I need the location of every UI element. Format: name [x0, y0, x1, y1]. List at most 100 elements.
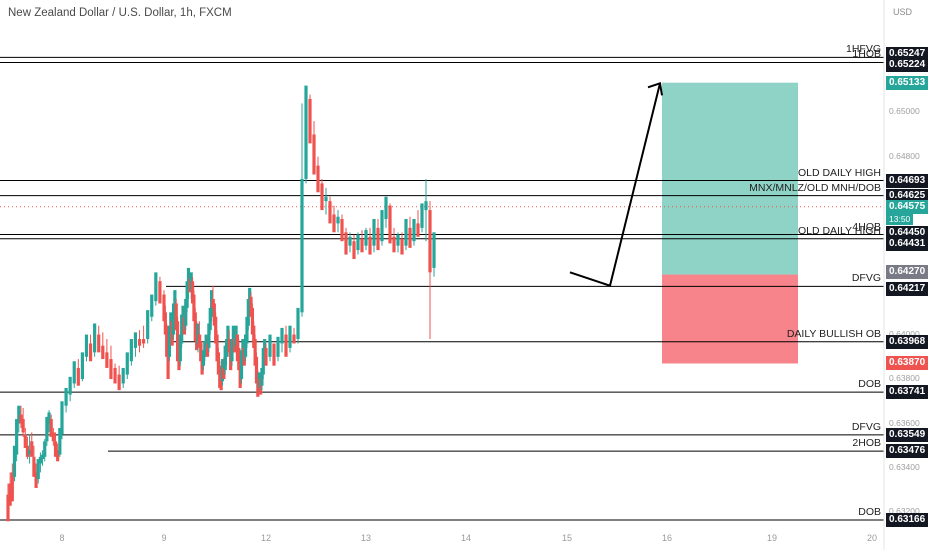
candle-body-167: [432, 232, 436, 268]
x-tick-5: 15: [561, 533, 573, 543]
candle-body-118: [254, 356, 259, 384]
candle-body-100: [230, 339, 234, 362]
candle-body-130: [284, 334, 288, 357]
candle-body-66: [184, 299, 188, 326]
candle-body-163: [416, 223, 420, 237]
candle-body-17: [43, 441, 47, 457]
candle-body-40: [121, 367, 125, 384]
projection-path: [569, 83, 661, 287]
candle-body-125: [264, 347, 268, 366]
candle-body-0: [6, 494, 10, 522]
candle-body-26: [64, 387, 68, 406]
level-price-label-7: 0.63968: [886, 334, 929, 349]
level-price-label-10: 0.63476: [886, 444, 929, 459]
candle-body-22: [53, 441, 58, 457]
candle-body-63: [180, 314, 184, 344]
target-zone: [662, 82, 798, 275]
y-tick-1: 0.64800: [889, 150, 920, 161]
y-tick-4: 0.63600: [889, 417, 920, 428]
candle-body-59: [174, 303, 178, 331]
candle-body-23: [56, 450, 60, 462]
level-price-label-0: 0.65247: [886, 47, 929, 62]
candle-body-162: [412, 218, 416, 242]
candle-body-156: [388, 205, 392, 244]
current-price-label: 0.64575: [886, 199, 929, 214]
candle-body-81: [204, 334, 208, 348]
level-label-11: DOB: [858, 505, 881, 518]
candle-body-110: [244, 334, 248, 357]
candle-body-28: [72, 361, 76, 384]
y-tick-5: 0.63400: [889, 461, 920, 472]
candle-body-121: [258, 379, 263, 395]
level-price-label-2: 0.64693: [886, 173, 929, 188]
y-tick-6: 0.63200: [889, 506, 920, 517]
candle-body-34: [97, 334, 101, 353]
level-label-0: 1HFVG: [845, 43, 881, 56]
candle-body-90: [216, 352, 220, 375]
candle-body-18: [45, 416, 49, 442]
y-tick-0: 0.65000: [889, 106, 920, 117]
candle-body-42: [129, 339, 133, 362]
candle-body-155: [384, 196, 388, 219]
candle-body-30: [80, 352, 84, 380]
stop-price-label: 0.63870: [886, 356, 929, 371]
candle-body-77: [199, 341, 203, 362]
candle-body-111: [245, 316, 249, 344]
currency-label: USD: [893, 7, 913, 17]
candle-body-131: [288, 325, 292, 348]
candle-body-2: [10, 472, 14, 502]
candle-body-140: [324, 196, 328, 202]
candle-body-9: [25, 445, 30, 457]
candle-body-136: [308, 98, 312, 144]
candle-body-92: [219, 374, 223, 391]
candle-body-75: [196, 323, 200, 344]
candle-body-3: [12, 445, 17, 477]
candle-body-47: [150, 294, 154, 317]
candle-body-105: [237, 347, 241, 371]
candle-body-6: [19, 414, 23, 424]
level-label-6: DFVG: [851, 272, 881, 285]
candle-body-152: [372, 218, 376, 246]
candle-body-141: [328, 201, 332, 224]
candle-body-88: [214, 316, 218, 344]
candle-body-52: [165, 325, 169, 357]
candle-body-107: [239, 350, 244, 380]
candle-body-123: [261, 347, 265, 375]
level-price-label-6: 0.64217: [886, 282, 929, 297]
candle-body-83: [207, 323, 211, 348]
key-level-lines: [0, 0, 885, 550]
candle-body-146: [348, 236, 352, 246]
candle-body-13: [34, 472, 38, 488]
candle-body-84: [208, 307, 212, 331]
chart-title: New Zealand Dollar / U.S. Dollar, 1h, FX…: [8, 7, 232, 19]
candle-body-50: [162, 294, 166, 322]
level-label-4: 4HOB: [852, 220, 881, 233]
candle-body-126: [268, 334, 272, 357]
candle-body-48: [154, 272, 158, 302]
candle-body-151: [368, 236, 372, 255]
candle-body-57: [171, 303, 176, 335]
level-label-3: MNX/MNLZ/OLD MNH/DOB: [749, 181, 881, 194]
candle-body-54: [167, 325, 172, 357]
level-label-10: 2HOB: [852, 437, 881, 450]
x-tick-2: 12: [260, 533, 272, 543]
x-tick-3: 13: [360, 533, 372, 543]
candle-body-117: [253, 339, 257, 366]
level-label-8: DOB: [858, 378, 881, 391]
x-tick-8: 20: [866, 533, 878, 543]
target-price-label: 0.65133: [886, 75, 929, 90]
projection-arrow: [569, 82, 663, 287]
candle-body-58: [173, 290, 177, 313]
candle-body-19: [47, 412, 51, 424]
candle-body-159: [400, 238, 404, 255]
candle-body-60: [176, 321, 180, 362]
candle-body-10: [28, 450, 32, 455]
level-label-5: OLD DAILY HIGH: [797, 224, 881, 237]
candle-body-14: [36, 459, 40, 480]
candle-body-39: [117, 374, 121, 391]
x-tick-4: 14: [460, 533, 472, 543]
candle-body-134: [300, 178, 304, 313]
candle-body-64: [181, 305, 185, 326]
candle-body-82: [205, 343, 210, 357]
